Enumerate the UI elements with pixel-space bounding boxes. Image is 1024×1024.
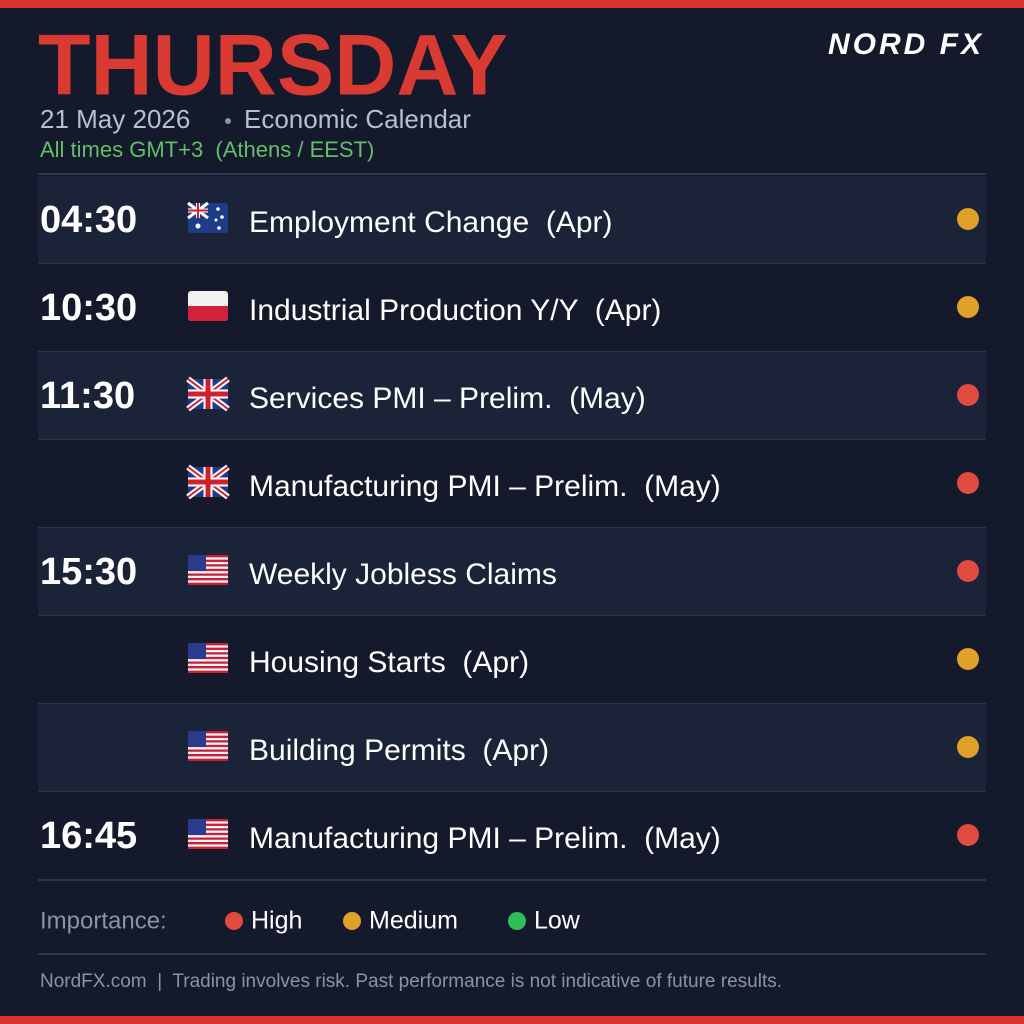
separator [225, 118, 231, 124]
importance-dot [957, 648, 979, 670]
importance-dot [957, 296, 979, 318]
time: 16:45 [40, 815, 137, 857]
subtitle: Economic Calendar [244, 104, 471, 134]
logo: NORD FX [828, 28, 984, 61]
flag [188, 291, 228, 321]
event: Services PMI – Prelim. (May) [249, 382, 646, 415]
time: 15:30 [40, 551, 137, 593]
rows: 04:30 Employment Change (Apr) 10:30 Industr… [38, 173, 986, 881]
title: THURSDAY [38, 18, 508, 114]
date: 21 May 2026 [40, 104, 190, 134]
importance-dot [957, 824, 979, 846]
event: Industrial Production Y/Y (Apr) [249, 294, 661, 327]
footer: NordFX.com | Trading involves risk. Past… [40, 971, 782, 992]
flag [186, 817, 230, 851]
event: Weekly Jobless Claims [249, 558, 557, 591]
time: 11:30 [40, 375, 135, 417]
legend-item: Low [534, 907, 581, 935]
importance-dot [957, 384, 979, 406]
time: 04:30 [40, 199, 137, 241]
legend-label: Importance: [40, 907, 167, 934]
time: 10:30 [40, 287, 137, 329]
top-bar [0, 0, 1024, 8]
flag [188, 379, 228, 409]
bottom-bar [0, 1016, 1024, 1024]
flag [186, 553, 230, 587]
event: Employment Change (Apr) [249, 206, 613, 239]
event: Housing Starts (Apr) [249, 646, 529, 679]
flag [186, 641, 230, 675]
event: Manufacturing PMI – Prelim. (May) [249, 822, 721, 855]
importance-dot [957, 560, 979, 582]
legend-item: Medium [369, 907, 458, 935]
legend-dot [343, 912, 361, 930]
event: Manufacturing PMI – Prelim. (May) [249, 470, 721, 503]
legend: High Medium Low [225, 907, 581, 935]
importance-dot [957, 472, 979, 494]
importance-dot [957, 736, 979, 758]
flag [188, 467, 228, 497]
event: Building Permits (Apr) [249, 734, 549, 767]
timezone: All times GMT+3 (Athens / EEST) [40, 137, 374, 162]
legend-item: High [251, 907, 302, 935]
flag [186, 729, 230, 763]
legend-dot [508, 912, 526, 930]
flag [188, 203, 228, 233]
importance-dot [957, 208, 979, 230]
legend-dot [225, 912, 243, 930]
